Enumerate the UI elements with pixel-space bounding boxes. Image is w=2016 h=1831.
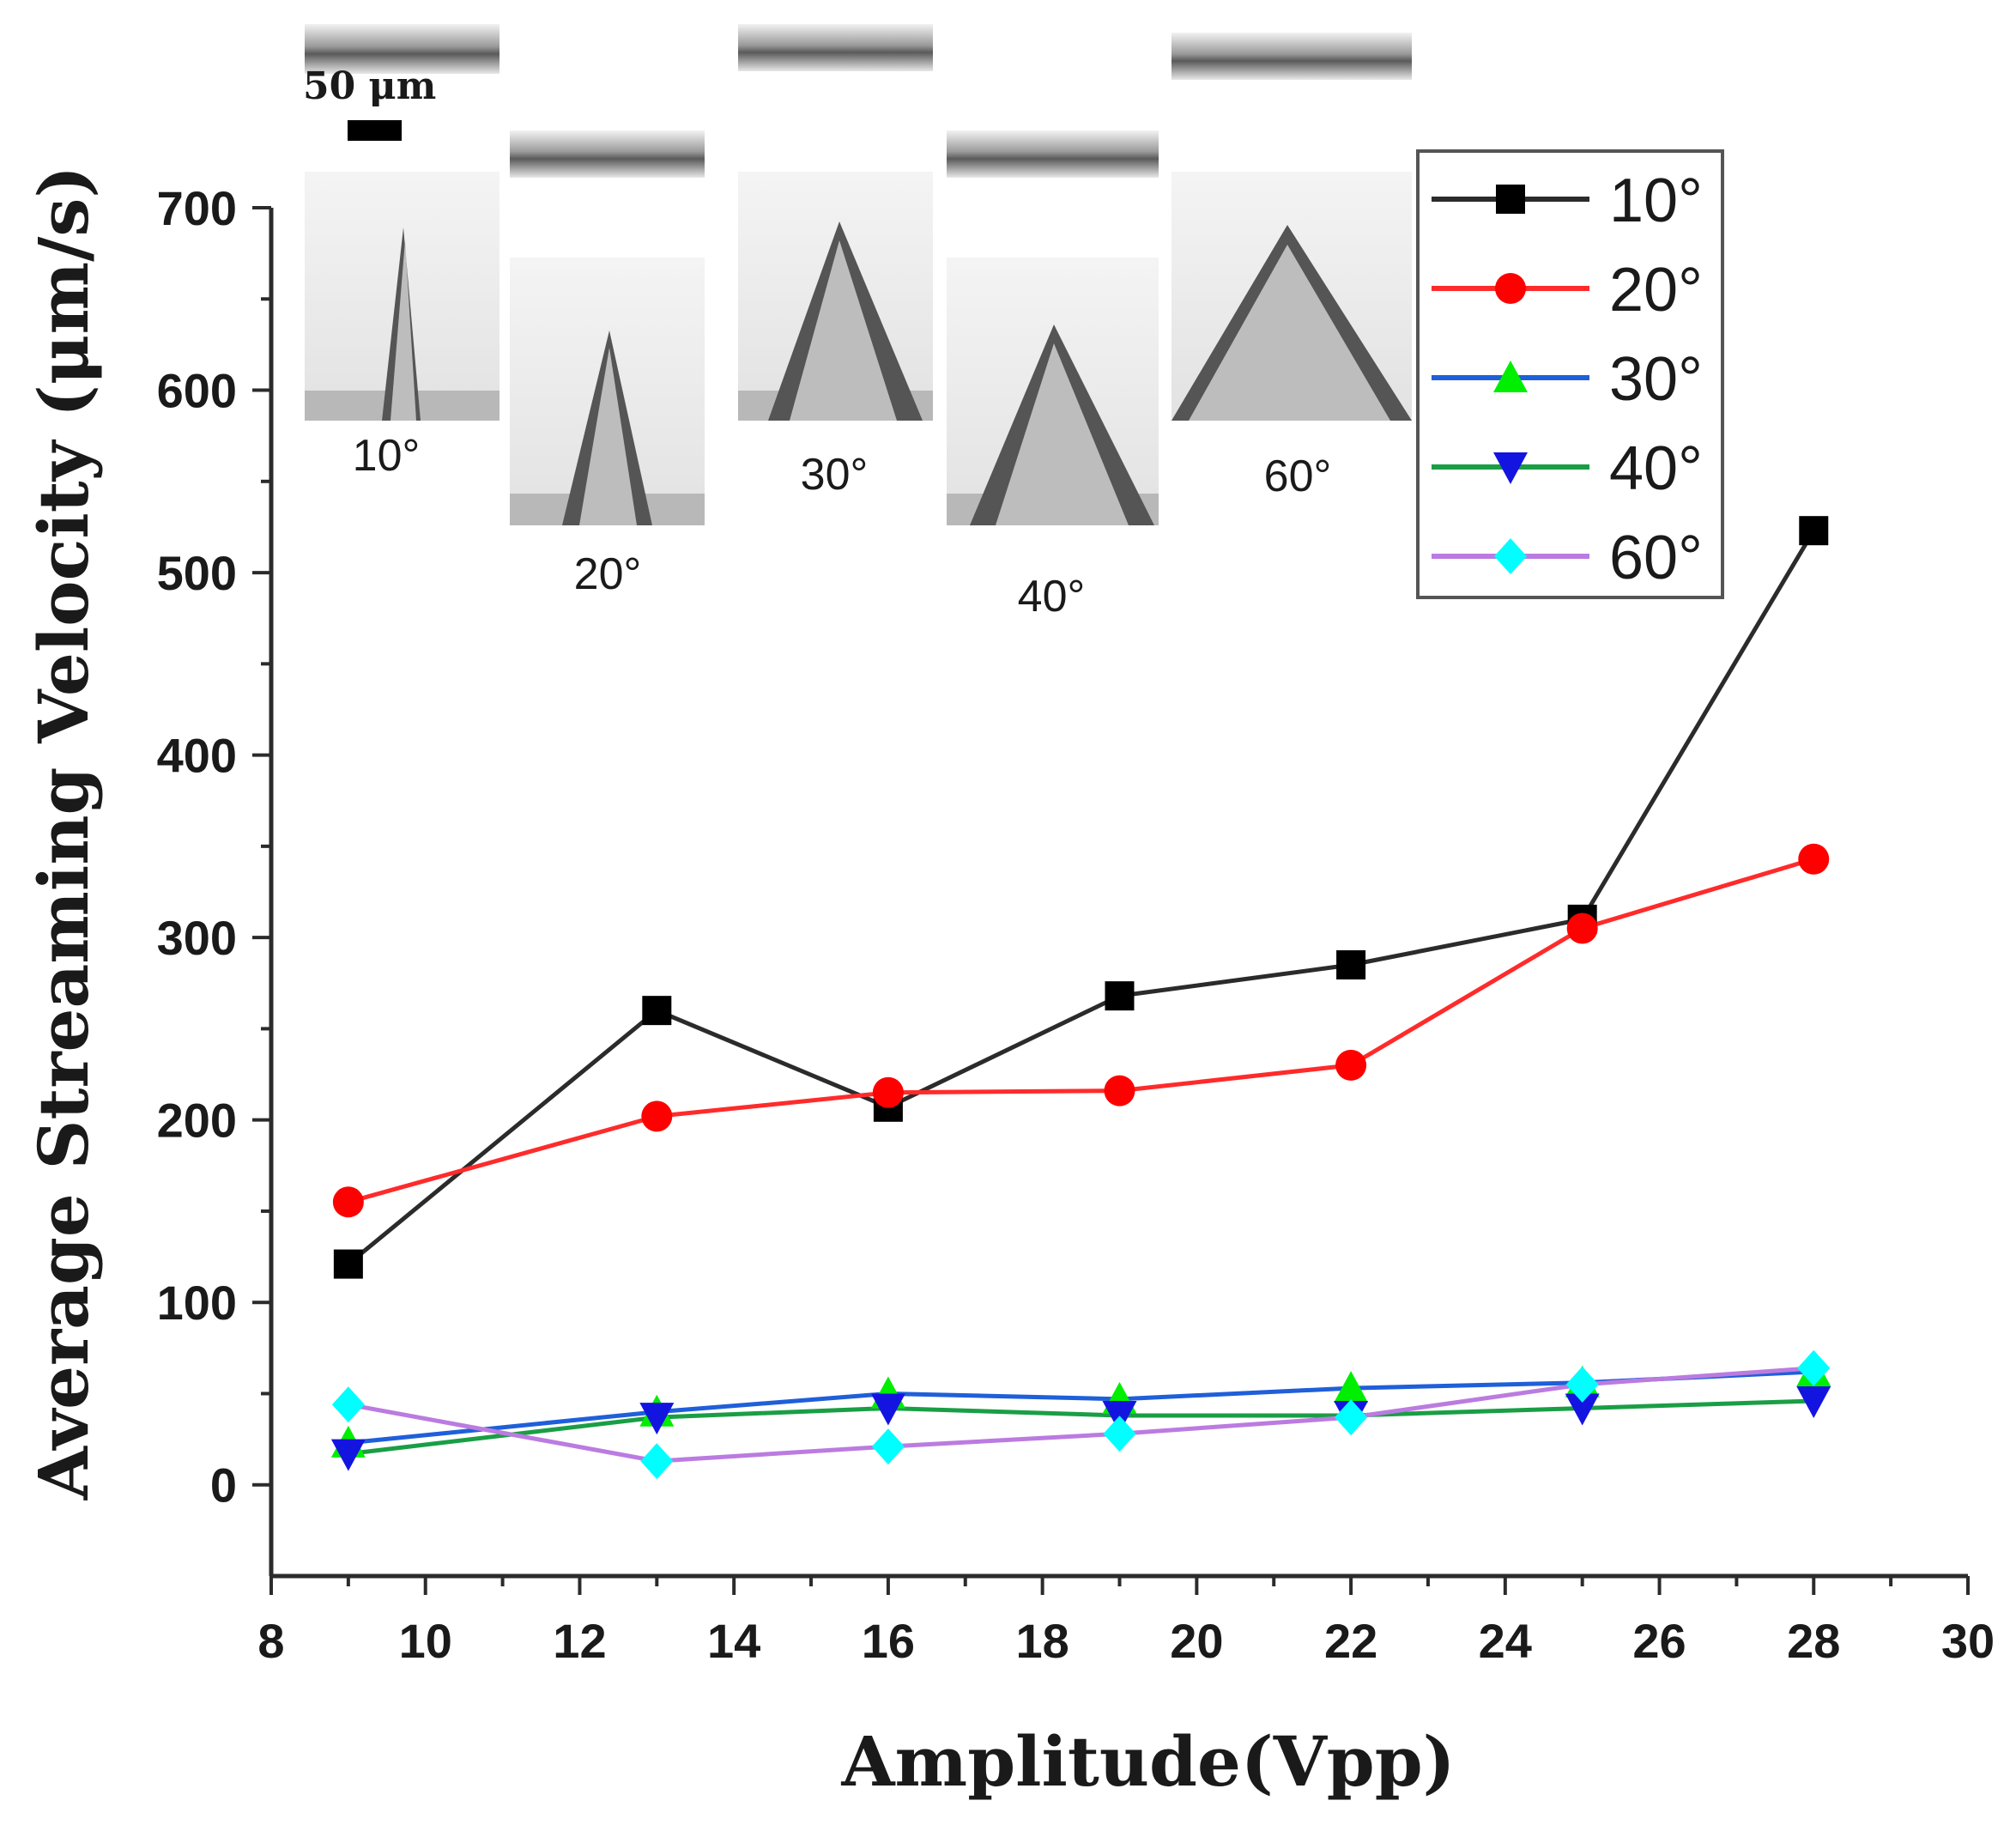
- inset-label-10: 10°: [353, 431, 421, 481]
- legend-label: 60°: [1609, 524, 1703, 592]
- x-tick-label: 26: [1632, 1614, 1686, 1668]
- x-tick-label: 12: [553, 1614, 606, 1668]
- y-tick-label: 300: [157, 911, 237, 965]
- data-point: [872, 1076, 904, 1108]
- legend-label: 20°: [1609, 256, 1703, 324]
- inset-label-30: 30°: [801, 450, 869, 500]
- data-point: [1334, 1371, 1369, 1404]
- x-axis-title: Amplitude(Vpp): [840, 1721, 1455, 1802]
- y-tick-label: 500: [157, 546, 237, 600]
- legend-marker: [1493, 452, 1528, 484]
- legend-marker: [1496, 185, 1525, 214]
- data-point: [870, 1393, 905, 1426]
- x-tick-label: 28: [1787, 1614, 1840, 1668]
- legend-label: 10°: [1609, 167, 1703, 235]
- x-tick-label: 14: [707, 1614, 760, 1668]
- data-point: [639, 1403, 675, 1435]
- legend: 10° 20° 30° 40° 60°: [1432, 167, 1703, 592]
- data-point: [1103, 1416, 1136, 1452]
- x-tick-label: 22: [1324, 1614, 1377, 1668]
- y-axis-title: Average Streaming Velocity (μm/s): [23, 166, 104, 1501]
- x-tick-label: 18: [1015, 1614, 1069, 1668]
- scale-bar-label: 50 μm: [303, 64, 436, 108]
- data-point: [332, 1186, 364, 1218]
- inset-label-60: 60°: [1264, 452, 1332, 501]
- x-tick-label: 16: [862, 1614, 915, 1668]
- data-point: [1565, 1366, 1599, 1403]
- inset-30deg: [738, 24, 933, 421]
- inset-images: [305, 24, 1412, 525]
- data-point: [1335, 1049, 1367, 1081]
- legend-marker: [1495, 273, 1526, 304]
- inset-label-20: 20°: [574, 549, 642, 599]
- inset-60deg: [1171, 33, 1412, 421]
- data-point: [1565, 1393, 1600, 1426]
- y-tick-label: 0: [210, 1458, 237, 1513]
- x-tick-label: 30: [1941, 1614, 1995, 1668]
- axis-ticks: 8 10 12 14 16 18 20 22 24 26 28 3001002003004005006…: [157, 181, 1995, 1668]
- inset-10deg: [305, 24, 499, 421]
- x-tick-label: 20: [1170, 1614, 1223, 1668]
- legend-marker: [1493, 361, 1528, 392]
- x-tick-label: 24: [1479, 1614, 1532, 1668]
- inset-20deg: [510, 130, 705, 525]
- inset-40deg: [947, 130, 1159, 525]
- y-tick-label: 600: [157, 364, 237, 418]
- data-point: [331, 1386, 365, 1423]
- scale-bar: [348, 120, 402, 141]
- legend-marker: [1494, 538, 1527, 574]
- data-point: [1797, 1349, 1831, 1386]
- series-line-0: [347, 529, 1816, 1266]
- data-point: [641, 1100, 673, 1132]
- data-point: [1335, 1399, 1368, 1436]
- data-point: [642, 996, 672, 1026]
- inset-label-40: 40°: [1018, 572, 1086, 621]
- data-point: [1105, 981, 1135, 1011]
- data-point: [1799, 516, 1829, 546]
- legend-box: [1416, 149, 1724, 599]
- data-point: [1336, 950, 1366, 980]
- y-tick-label: 200: [157, 1094, 237, 1148]
- series-layer: [330, 516, 1831, 1480]
- data-point: [1796, 1385, 1831, 1418]
- data-point: [640, 1443, 674, 1480]
- y-tick-label: 700: [157, 181, 237, 235]
- legend-label: 30°: [1609, 345, 1703, 414]
- data-point: [1104, 1075, 1135, 1106]
- data-point: [333, 1249, 363, 1279]
- legend-label: 40°: [1609, 434, 1703, 503]
- y-tick-label: 400: [157, 729, 237, 783]
- data-point: [330, 1439, 366, 1471]
- data-point: [871, 1428, 905, 1465]
- x-tick-label: 8: [257, 1614, 284, 1668]
- data-point: [1798, 843, 1830, 875]
- data-point: [1566, 912, 1598, 944]
- y-tick-label: 100: [157, 1276, 237, 1330]
- x-tick-label: 10: [399, 1614, 452, 1668]
